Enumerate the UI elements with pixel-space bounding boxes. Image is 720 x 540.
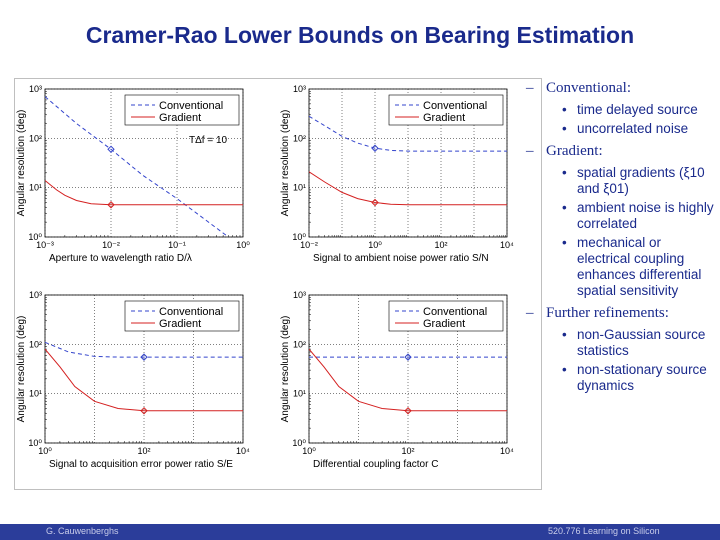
y-tick-label: 10²: [29, 339, 42, 349]
marker-conventional: [371, 144, 379, 152]
y-axis-label: Angular resolution (deg): [280, 110, 291, 217]
legend-label-conventional: Conventional: [159, 306, 223, 318]
y-tick-label: 10⁰: [28, 232, 42, 242]
y-tick-label: 10¹: [293, 389, 306, 399]
section-heading-gradient: – Gradient:: [526, 143, 603, 159]
legend-label-gradient: Gradient: [159, 318, 201, 330]
x-tick-label: 10⁰: [368, 240, 382, 250]
bullet-item: mechanical or electrical coupling enhanc…: [526, 235, 716, 299]
y-tick-label: 10²: [293, 133, 306, 143]
marker-conventional: [140, 353, 148, 361]
series-line-gradient: [309, 171, 507, 206]
x-axis-label: Signal to ambient noise power ratio S/N: [313, 253, 489, 264]
x-axis-label: Differential coupling factor C: [313, 459, 438, 470]
chart-annotation: TΔf = 10: [189, 135, 228, 146]
x-tick-label: 10⁻²: [300, 240, 318, 250]
x-tick-label: 10⁰: [38, 446, 52, 456]
section-heading-refinements: – Further refinements:: [526, 305, 669, 321]
legend-label-gradient: Gradient: [159, 112, 201, 124]
y-tick-label: 10²: [29, 133, 42, 143]
legend-box: [124, 94, 240, 126]
y-tick-label: 10³: [293, 84, 306, 94]
y-tick-label: 10¹: [29, 183, 42, 193]
marker-conventional: [107, 145, 115, 153]
legend-label-conventional: Conventional: [423, 100, 487, 112]
y-tick-label: 10³: [29, 290, 42, 300]
bullet-item: spatial gradients (ξ10 and ξ01): [526, 165, 716, 197]
x-tick-label: 10⁴: [236, 446, 250, 456]
legend-label-conventional: Conventional: [159, 100, 223, 112]
y-axis-label: Angular resolution (deg): [280, 316, 291, 423]
series-group: [309, 115, 507, 206]
section-items-refinements: non-Gaussian source statistics non-stati…: [526, 327, 716, 394]
series-line-gradient: [309, 348, 507, 412]
x-tick-label: 10²: [434, 240, 447, 250]
chart-coupling-factor: 10⁰ 10² 10⁴ 10⁰ 10¹ 10² 10³ Differential coupli…: [280, 290, 514, 470]
legend-box: [124, 300, 240, 332]
bullet-item: time delayed source: [526, 102, 716, 118]
legend-label-conventional: Conventional: [423, 306, 487, 318]
marker-gradient: [140, 407, 148, 415]
series-group: [45, 341, 243, 412]
x-tick-label: 10²: [137, 446, 150, 456]
marker-conventional: [404, 353, 412, 361]
bullet-item: non-stationary source dynamics: [526, 362, 716, 394]
series-line-conventional: [45, 96, 229, 237]
y-tick-label: 10²: [293, 339, 306, 349]
marker-gradient: [107, 201, 115, 209]
section-heading-conventional: – Conventional:: [526, 80, 631, 96]
series-group: [45, 96, 243, 237]
series-line-gradient: [45, 348, 243, 412]
bullet-item: non-Gaussian source statistics: [526, 327, 716, 359]
bullet-list: –Conventional: time delayed source uncor…: [526, 80, 716, 400]
y-tick-label: 10¹: [293, 183, 306, 193]
section-items-gradient: spatial gradients (ξ10 and ξ01) ambient …: [526, 165, 716, 299]
x-tick-label: 10⁻²: [102, 240, 120, 250]
y-axis-label: Angular resolution (deg): [16, 316, 27, 423]
x-tick-label: 10⁴: [500, 446, 514, 456]
x-tick-label: 10⁻³: [36, 240, 54, 250]
chart-signal-acquisition-ratio: 10⁰ 10² 10⁴ 10⁰ 10¹ 10² 10³ Signal to acquisiti…: [16, 290, 250, 470]
legend-label-gradient: Gradient: [423, 112, 465, 124]
marker-gradient: [371, 198, 379, 207]
y-axis-label: Angular resolution (deg): [16, 110, 27, 217]
x-axis-label: Signal to acquisition error power ratio …: [49, 459, 233, 470]
x-tick-label: 10⁻¹: [168, 240, 186, 250]
series-line-gradient: [45, 180, 243, 206]
x-tick-label: 10⁰: [302, 446, 316, 456]
plot-panel: 10⁻³ 10⁻² 10⁻¹ 10⁰ 10⁰ 10¹ 10² 10³ Aperture to w…: [14, 78, 542, 490]
section-items-conventional: time delayed source uncorrelated noise: [526, 102, 716, 137]
slide-title: Cramer-Rao Lower Bounds on Bearing Estim…: [85, 22, 635, 48]
series-line-conventional: [309, 115, 507, 152]
y-tick-label: 10¹: [29, 389, 42, 399]
y-tick-label: 10⁰: [292, 438, 306, 448]
x-axis-label: Aperture to wavelength ratio D/λ: [49, 253, 192, 264]
series-group: [309, 348, 507, 412]
chart-aperture-ratio: 10⁻³ 10⁻² 10⁻¹ 10⁰ 10⁰ 10¹ 10² 10³ Aperture to w…: [16, 84, 250, 264]
marker-gradient: [404, 407, 412, 415]
x-tick-label: 10⁴: [500, 240, 514, 250]
y-tick-label: 10³: [29, 84, 42, 94]
y-tick-label: 10⁰: [292, 232, 306, 242]
footer-course: 520.776 Learning on Silicon: [548, 526, 660, 536]
x-tick-label: 10²: [401, 446, 414, 456]
legend-label-gradient: Gradient: [423, 318, 465, 330]
bullet-item: ambient noise is highly correlated: [526, 200, 716, 232]
legend-box: [388, 94, 504, 126]
y-tick-label: 10⁰: [28, 438, 42, 448]
bullet-item: uncorrelated noise: [526, 121, 716, 137]
y-tick-label: 10³: [293, 290, 306, 300]
footer-bar: G. Cauwenberghs 520.776 Learning on Sili…: [0, 524, 720, 540]
footer-author: G. Cauwenberghs: [46, 526, 119, 536]
series-line-conventional: [45, 341, 243, 358]
legend-box: [388, 300, 504, 332]
x-tick-label: 10⁰: [236, 240, 250, 250]
